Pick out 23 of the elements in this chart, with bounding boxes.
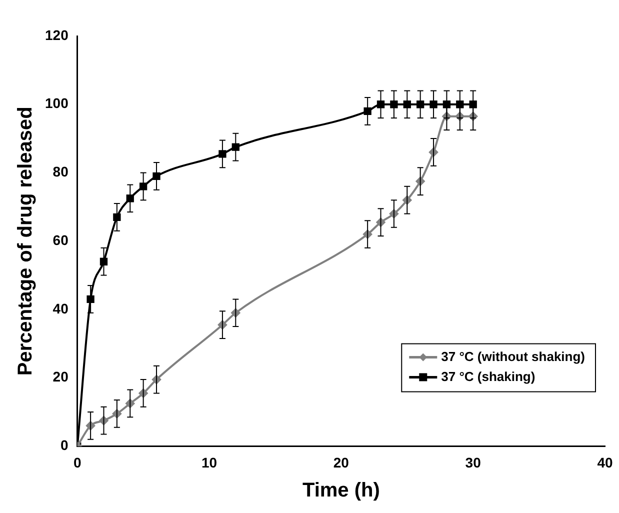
x-tick-label: 10 (201, 454, 218, 470)
point (152, 172, 160, 180)
x-tick-label: 40 (597, 454, 613, 470)
point (113, 213, 121, 221)
y-tick-label: 0 (60, 437, 69, 454)
point (86, 295, 94, 304)
y-tick-label: 40 (52, 300, 69, 316)
legend-label: 37 °C (without shaking) (441, 348, 586, 364)
x-tick-label: 0 (73, 454, 82, 470)
point (364, 107, 372, 116)
y-tick-label: 20 (52, 368, 69, 385)
x-tick-label: 20 (333, 454, 350, 470)
x-tick-label: 30 (465, 454, 482, 470)
x-axis-title: Time (h) (302, 480, 380, 502)
point (390, 100, 398, 108)
point (218, 150, 226, 158)
y-tick-label: 120 (45, 26, 69, 43)
y-tick-label: 80 (52, 164, 69, 180)
legend-label: 37 °C (shaking) (441, 368, 536, 384)
y-tick-label: 100 (45, 95, 69, 112)
y-axis-title: Percentage of drug released (14, 106, 37, 376)
point (430, 100, 438, 108)
y-tick-label: 60 (52, 232, 69, 248)
